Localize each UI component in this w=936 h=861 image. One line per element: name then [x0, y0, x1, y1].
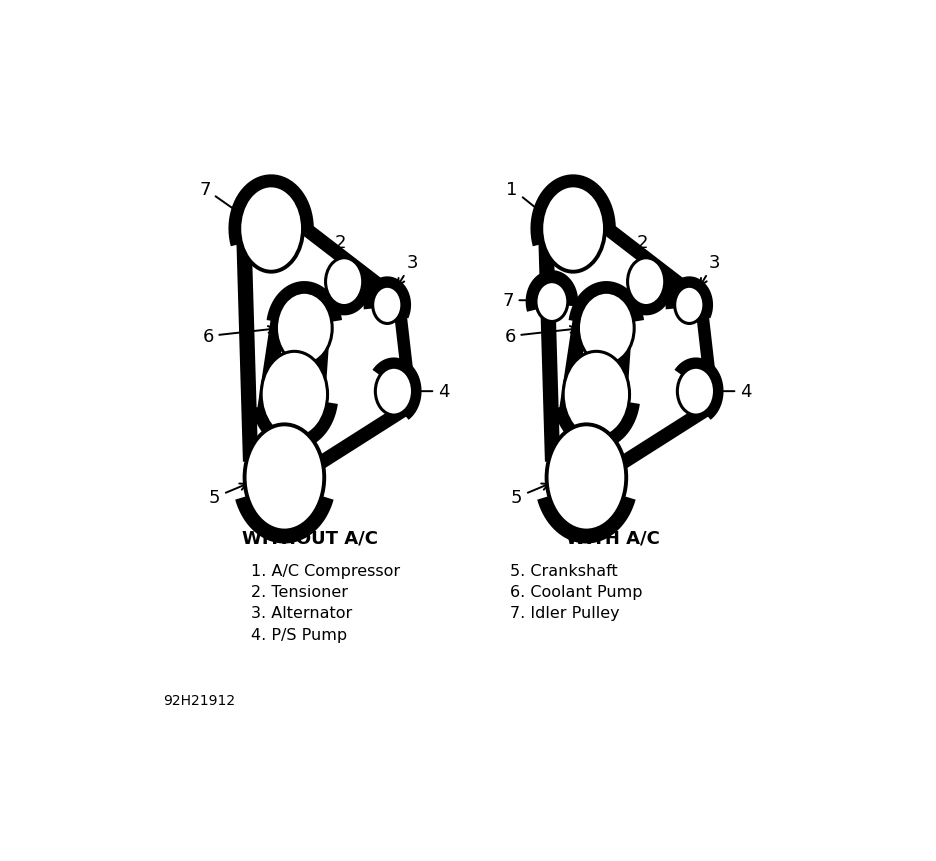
Text: 6: 6 — [504, 326, 577, 345]
Text: WITHOUT A/C: WITHOUT A/C — [241, 529, 377, 547]
Text: 7: 7 — [198, 181, 241, 214]
Ellipse shape — [244, 424, 324, 531]
Text: 4: 4 — [413, 383, 449, 400]
Ellipse shape — [546, 424, 625, 531]
Ellipse shape — [627, 258, 664, 307]
Text: 5: 5 — [209, 484, 246, 507]
Text: 3. Alternator: 3. Alternator — [251, 605, 352, 621]
Text: WITH A/C: WITH A/C — [565, 529, 659, 547]
Text: 3: 3 — [700, 253, 720, 286]
Ellipse shape — [674, 287, 703, 324]
Text: 2: 2 — [636, 233, 648, 261]
Ellipse shape — [239, 186, 302, 272]
Text: 92H21912: 92H21912 — [163, 693, 235, 707]
Text: 3: 3 — [398, 253, 417, 286]
Text: 7. Idler Pulley: 7. Idler Pulley — [509, 605, 619, 621]
Text: 2: 2 — [335, 233, 346, 261]
Text: 4: 4 — [715, 383, 751, 400]
Text: 6: 6 — [202, 326, 274, 345]
Ellipse shape — [373, 287, 402, 324]
Ellipse shape — [563, 352, 629, 438]
Text: 2. Tensioner: 2. Tensioner — [251, 585, 348, 599]
Ellipse shape — [541, 186, 605, 272]
Text: 5: 5 — [510, 484, 548, 507]
Ellipse shape — [535, 282, 567, 322]
Ellipse shape — [375, 368, 412, 416]
Text: 4. P/S Pump: 4. P/S Pump — [251, 627, 347, 641]
Text: 7: 7 — [502, 292, 535, 310]
Text: 6. Coolant Pump: 6. Coolant Pump — [509, 585, 642, 599]
Text: 1: 1 — [505, 181, 542, 214]
Ellipse shape — [276, 293, 332, 364]
Ellipse shape — [578, 293, 634, 364]
Ellipse shape — [677, 368, 714, 416]
Ellipse shape — [325, 258, 362, 307]
Ellipse shape — [261, 352, 328, 438]
Text: 5. Crankshaft: 5. Crankshaft — [509, 563, 617, 579]
Text: 1. A/C Compressor: 1. A/C Compressor — [251, 563, 400, 579]
